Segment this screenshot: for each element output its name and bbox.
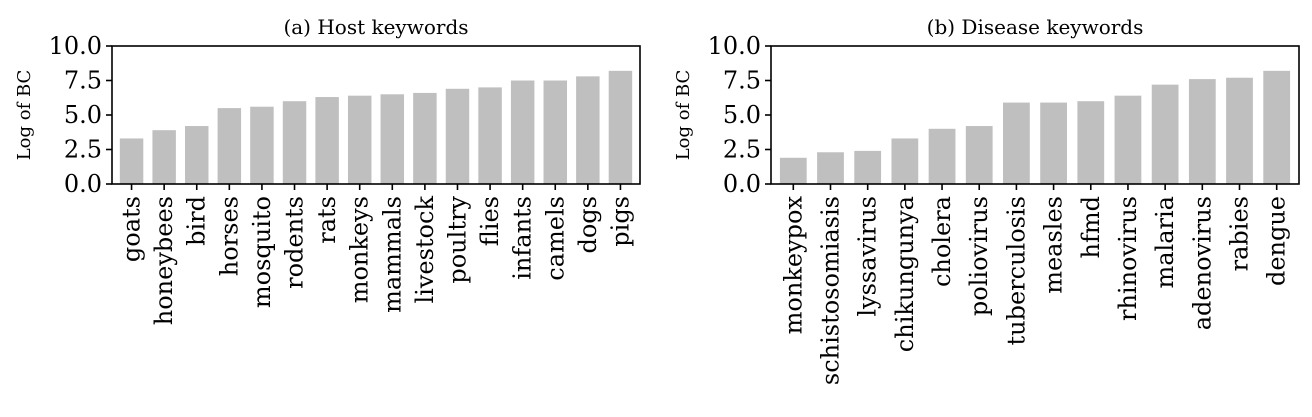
x-tick-label: adenovirus	[1188, 196, 1216, 330]
y-tick-label: 0.0	[723, 170, 761, 198]
bar-0-8	[380, 94, 405, 184]
bar-1-13	[1263, 70, 1291, 184]
x-tick-label: horses	[215, 196, 243, 276]
x-tick-label: livestock	[411, 196, 439, 304]
bar-0-1	[152, 130, 176, 184]
x-tick-label: hfmd	[1077, 196, 1105, 258]
bar-0-14	[576, 76, 600, 184]
bar-0-12	[510, 80, 535, 184]
chart-title: (b) Disease keywords	[927, 15, 1144, 39]
bar-1-9	[1114, 95, 1142, 184]
plot-frame	[770, 45, 1300, 185]
y-tick-label: 10.0	[49, 32, 102, 60]
bar-0-7	[347, 95, 372, 184]
y-tick-label: 7.5	[64, 67, 102, 95]
y-tick-label: 10.0	[708, 32, 761, 60]
x-tick-label: monkeypox	[779, 196, 807, 335]
bar-0-5	[282, 101, 307, 184]
x-tick-label: bird	[183, 196, 211, 246]
x-tick-label: rhinovirus	[1114, 196, 1142, 321]
x-tick-label: pigs	[606, 196, 634, 247]
x-tick-label: tuberculosis	[1002, 196, 1030, 345]
bar-1-3	[891, 138, 919, 184]
bar-0-2	[185, 126, 209, 184]
chart-panel-1: 0.0 2.5 5.0 7.5 10.0 monkeypox schistosomiasis…	[673, 15, 1300, 385]
bar-1-4	[928, 128, 956, 184]
x-tick-label: dengue	[1263, 196, 1291, 286]
x-tick-label: honeybees	[150, 196, 178, 325]
bar-1-6	[1003, 102, 1030, 184]
x-tick-label: flies	[476, 196, 504, 246]
x-tick-label: rats	[313, 196, 341, 244]
y-tick-label: 0.0	[64, 170, 102, 198]
x-tick-label: camels	[541, 196, 569, 281]
chart-panel-0: 0.0 2.5 5.0 7.5 10.0 goats honeybees bird horses…	[14, 15, 641, 325]
x-tick-label: infants	[509, 196, 537, 280]
x-tick-label: poultry	[443, 196, 471, 284]
bar-1-7	[1040, 102, 1067, 184]
bar-1-8	[1077, 101, 1105, 184]
y-tick-label: 5.0	[64, 101, 102, 129]
x-tick-label: schistosomiasis	[816, 196, 844, 385]
y-axis-label: Log of BC	[14, 70, 35, 161]
x-tick-label: monkeys	[346, 196, 374, 303]
x-tick-label: dogs	[574, 196, 602, 254]
y-axis-label: Log of BC	[673, 70, 694, 161]
bar-1-10	[1151, 84, 1179, 184]
bar-1-11	[1188, 79, 1216, 184]
bar-1-5	[965, 126, 993, 184]
x-tick-label: malaria	[1151, 196, 1179, 289]
x-tick-label: mosquito	[248, 196, 276, 308]
y-tick-label: 2.5	[723, 136, 761, 164]
bar-1-2	[854, 150, 882, 184]
x-tick-label: rabies	[1226, 196, 1254, 271]
x-tick-label: measles	[1040, 196, 1068, 294]
bar-1-0	[779, 157, 807, 184]
bar-0-15	[608, 70, 633, 184]
bar-0-9	[413, 92, 437, 184]
bar-1-12	[1226, 77, 1253, 184]
y-tick-label: 5.0	[723, 101, 761, 129]
y-tick-label: 2.5	[64, 136, 102, 164]
x-tick-label: lyssavirus	[854, 196, 882, 317]
x-tick-label: cholera	[928, 196, 956, 287]
x-tick-label: poliovirus	[965, 196, 993, 316]
y-tick-label: 7.5	[723, 67, 761, 95]
x-tick-label: chikungunya	[891, 196, 919, 352]
bar-0-10	[445, 88, 470, 184]
bar-0-4	[250, 106, 274, 184]
x-tick-label: mammals	[378, 196, 406, 313]
bar-0-11	[478, 87, 502, 184]
bar-0-3	[217, 108, 242, 184]
bar-0-0	[119, 138, 144, 184]
bar-0-6	[315, 97, 339, 184]
bar-1-1	[817, 152, 844, 184]
x-tick-label: rodents	[281, 196, 309, 289]
bar-0-13	[543, 80, 567, 184]
chart-title: (a) Host keywords	[283, 15, 468, 39]
x-tick-label: goats	[118, 196, 146, 262]
